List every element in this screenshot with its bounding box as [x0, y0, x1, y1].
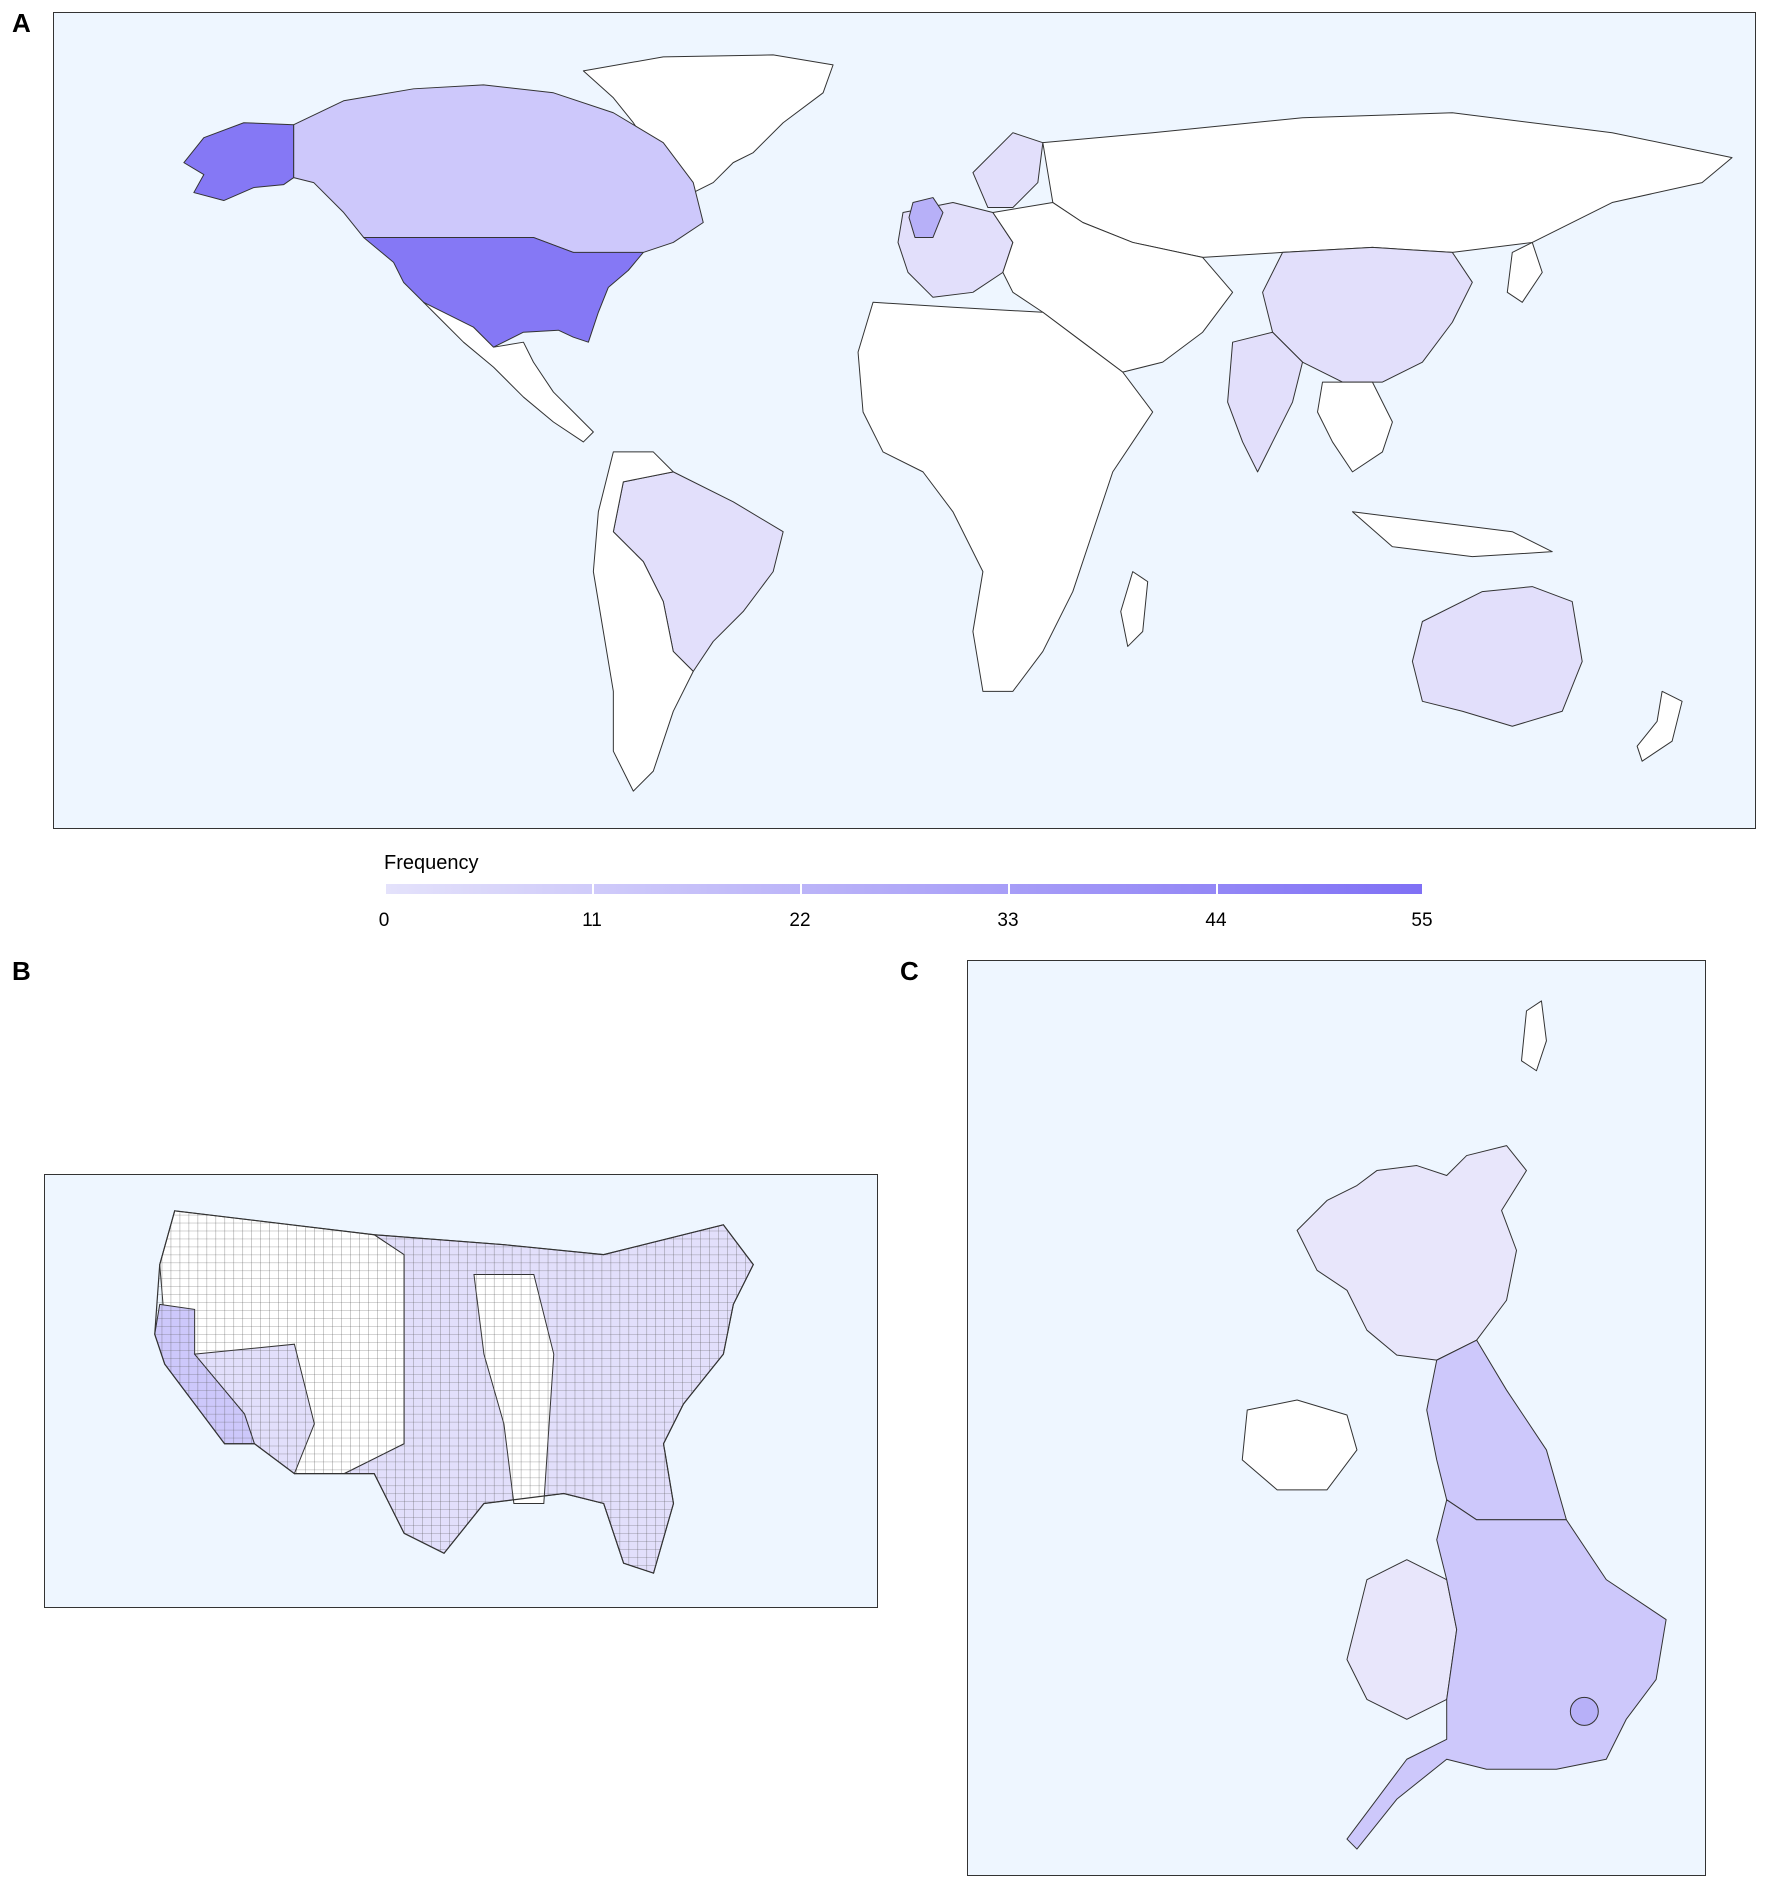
region-northern-ireland — [1241, 1399, 1358, 1491]
region-russia — [1042, 112, 1733, 258]
legend-tickmark — [800, 884, 802, 894]
panel-label-a: A — [12, 8, 31, 38]
world-map — [183, 54, 1733, 792]
world-map-panel — [53, 12, 1756, 829]
region-china — [1262, 246, 1473, 383]
region-southeast-asia — [1317, 381, 1393, 473]
region-south-america-other — [592, 451, 694, 792]
region-shetland — [1520, 1000, 1547, 1072]
legend-tick-label: 44 — [1205, 910, 1227, 931]
region-eastern-europe-middle-east — [992, 202, 1234, 373]
legend-tickmark — [1422, 884, 1424, 894]
usa-counties-map-panel — [44, 1174, 878, 1608]
region-alaska — [183, 122, 295, 202]
legend-tick-label: 33 — [997, 910, 1019, 931]
region-canada — [293, 84, 704, 263]
legend-tickmark — [592, 884, 594, 894]
legend-tick-label: 22 — [789, 910, 811, 931]
region-japan — [1506, 241, 1543, 303]
legend-title: Frequency — [384, 852, 479, 874]
region-indonesia — [1351, 511, 1553, 558]
region-northern-england — [1426, 1339, 1567, 1521]
legend-tick-label: 55 — [1411, 910, 1433, 931]
region-mexico — [423, 301, 594, 443]
region-london — [1569, 1696, 1599, 1726]
color-legend: Frequency 0 11 22 33 44 55 — [378, 846, 1442, 931]
usa-counties-map — [154, 1210, 754, 1574]
region-usa — [363, 236, 644, 348]
region-india — [1227, 331, 1304, 473]
legend-tickmark — [384, 884, 386, 894]
uk-map — [1241, 1000, 1667, 1850]
panel-label-c: C — [900, 956, 919, 986]
panel-label-b: B — [12, 956, 31, 986]
region-wales — [1346, 1559, 1458, 1720]
region-new-zealand — [1636, 690, 1683, 762]
legend-tick-label: 11 — [582, 910, 602, 931]
region-australia — [1411, 586, 1583, 727]
region-uk — [908, 197, 944, 238]
region-england-south — [1346, 1499, 1667, 1850]
legend-gradient-bar — [384, 884, 1424, 894]
legend-tick-label: 0 — [378, 910, 390, 931]
legend-tickmark — [1216, 884, 1218, 894]
region-scotland — [1296, 1145, 1527, 1361]
region-madagascar — [1120, 571, 1149, 647]
region-africa — [857, 301, 1154, 692]
region-scandinavia — [972, 132, 1044, 209]
legend-tickmark — [1008, 884, 1010, 894]
uk-map-panel — [967, 960, 1706, 1876]
